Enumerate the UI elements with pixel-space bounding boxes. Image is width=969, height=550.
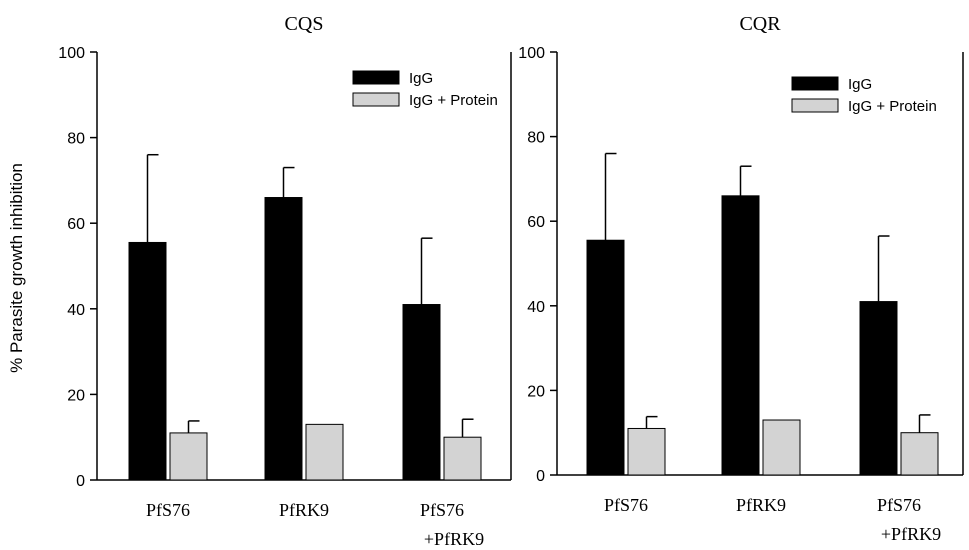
y-tick-label: 60	[67, 216, 85, 233]
y-tick-label: 20	[527, 383, 545, 400]
chart-panel-2: CQR 0 20 40 60 80 100 PfS76 PfRK9 PfS76 +PfRK9 IgG I…	[518, 13, 964, 544]
y-tick-label: 80	[67, 131, 85, 148]
bar-igg-protein	[627, 427, 666, 476]
legend-swatch	[791, 76, 839, 91]
legend-label: IgG	[848, 76, 872, 93]
legend-swatch	[791, 98, 839, 113]
y-tick-label: 100	[58, 45, 85, 62]
y-tick-label: 40	[67, 302, 85, 319]
legend-label: IgG + Protein	[848, 98, 937, 115]
y-tick-label: 20	[67, 387, 85, 404]
bar-igg	[128, 241, 167, 481]
x-tick-label: PfRK9	[279, 500, 329, 520]
chart-title: CQR	[739, 13, 781, 35]
legend-swatch	[352, 92, 400, 107]
x-tick-label: PfS76	[604, 495, 648, 515]
y-tick-label: 80	[527, 130, 545, 147]
x-tick-label: +PfRK9	[881, 524, 941, 544]
chart-panel-1: CQS 0 20 40 60 80 100 PfS76 PfRK9 PfS76 +PfRK9 IgG I…	[58, 13, 512, 549]
x-tick-label: PfS76	[420, 500, 464, 520]
y-axis-label: % Parasite growth inhibition	[7, 163, 26, 373]
chart-title: CQS	[285, 13, 324, 35]
y-tick-label: 0	[76, 473, 85, 490]
x-tick-label: PfS76	[877, 495, 921, 515]
bar-igg	[586, 239, 625, 476]
legend-label: IgG	[409, 70, 433, 87]
bar-igg-protein	[305, 423, 344, 481]
x-tick-label: +PfRK9	[424, 529, 484, 545]
legend-swatch	[352, 70, 400, 85]
bar-igg	[859, 301, 898, 476]
x-tick-label: PfRK9	[736, 495, 786, 515]
legend-label: IgG + Protein	[409, 92, 498, 109]
x-tick-label: PfS76	[146, 500, 190, 520]
bar-igg	[721, 195, 760, 476]
bar-igg	[264, 197, 303, 481]
bar-igg-protein	[900, 432, 939, 476]
y-tick-label: 40	[527, 299, 545, 316]
y-tick-label: 0	[536, 468, 545, 485]
bar-igg-protein	[169, 432, 208, 481]
y-tick-label: 100	[518, 45, 545, 62]
y-tick-label: 60	[527, 214, 545, 231]
bar-igg-protein	[443, 436, 482, 481]
bar-igg-protein	[762, 419, 801, 476]
bar-igg	[402, 304, 441, 481]
